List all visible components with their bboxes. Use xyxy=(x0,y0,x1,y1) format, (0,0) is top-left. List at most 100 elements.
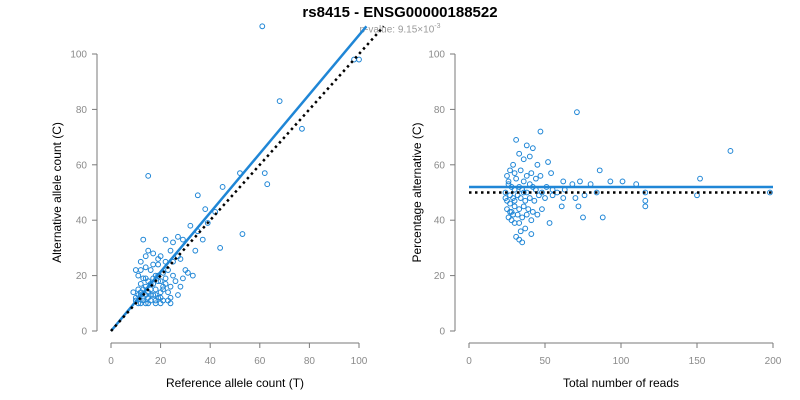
data-point xyxy=(528,170,535,177)
data-point xyxy=(165,289,171,296)
data-point xyxy=(537,128,544,135)
x-tick-label: 80 xyxy=(304,356,316,367)
data-point xyxy=(520,156,527,163)
data-point xyxy=(522,197,529,204)
chart-title: rs8415 - ENSG00000188522 xyxy=(302,4,498,21)
data-point xyxy=(558,203,565,210)
data-point xyxy=(516,236,523,243)
p-value-exponent: -3 xyxy=(434,23,441,30)
data-point xyxy=(505,178,512,185)
data-point xyxy=(517,167,524,174)
data-point xyxy=(147,281,154,287)
data-point xyxy=(137,267,144,273)
data-point xyxy=(534,161,541,168)
x-tick-label: 20 xyxy=(155,356,167,367)
data-point xyxy=(513,175,520,182)
data-point xyxy=(167,300,174,307)
data-point xyxy=(516,150,523,157)
x-tick-label: 50 xyxy=(539,356,551,367)
x-tick-label: 60 xyxy=(254,356,266,367)
allele-count-scatter-plot: 0 20 40 60 80 100 0 20 40 60 80 100 Reference allele… xyxy=(50,23,385,390)
data-point xyxy=(511,170,518,177)
data-point xyxy=(545,159,551,165)
data-point xyxy=(194,192,201,199)
data-point xyxy=(202,206,209,213)
data-point xyxy=(145,247,152,254)
y-tick-label: 20 xyxy=(76,271,88,282)
data-point xyxy=(507,167,513,174)
y-tick-label: 100 xyxy=(70,50,87,61)
x-tick-label: 0 xyxy=(108,356,114,367)
data-point xyxy=(239,231,246,237)
data-point xyxy=(155,261,162,268)
data-point xyxy=(642,203,649,210)
data-point xyxy=(145,300,152,307)
data-point xyxy=(170,272,176,279)
data-point xyxy=(175,292,181,298)
data-point xyxy=(508,217,515,224)
data-point xyxy=(152,297,159,304)
data-point xyxy=(523,142,530,149)
data-point xyxy=(351,56,357,63)
data-point xyxy=(514,211,521,218)
percentage-alternative-scatter-plot: 0 50 100 150 200 0 20 40 60 80 100 Total number of … xyxy=(410,50,782,391)
data-point xyxy=(162,275,169,282)
data-point xyxy=(575,203,582,210)
p-value-text: p-value: 9.15×10 xyxy=(359,24,435,36)
data-point xyxy=(549,192,556,199)
data-point xyxy=(577,178,583,185)
data-point xyxy=(356,56,362,63)
data-point xyxy=(142,275,149,282)
data-point xyxy=(560,178,567,185)
data-point xyxy=(767,189,773,196)
data-point xyxy=(142,253,149,260)
data-point xyxy=(180,275,186,282)
x-tick-label: 150 xyxy=(689,356,706,367)
data-point xyxy=(172,278,179,285)
data-point xyxy=(299,125,305,132)
data-point xyxy=(528,231,535,237)
data-point xyxy=(607,178,614,185)
y-tick-label: 80 xyxy=(434,105,446,116)
data-point xyxy=(517,228,524,235)
data-point xyxy=(522,225,529,232)
x-axis-title: Total number of reads xyxy=(563,376,679,390)
data-point xyxy=(177,256,184,262)
data-point xyxy=(519,214,526,221)
y-tick-label: 60 xyxy=(434,160,446,171)
data-point xyxy=(150,261,157,268)
data-point xyxy=(192,247,199,254)
x-tick-label: 0 xyxy=(466,356,472,367)
data-point xyxy=(510,161,516,168)
data-point xyxy=(546,220,553,226)
data-point xyxy=(526,153,533,160)
data-point xyxy=(137,258,144,265)
data-point xyxy=(516,206,523,213)
data-point xyxy=(526,195,533,201)
data-point xyxy=(525,206,532,213)
data-point xyxy=(180,236,186,243)
data-point xyxy=(727,148,734,154)
data-point xyxy=(157,278,164,285)
data-point xyxy=(529,145,536,152)
data-point xyxy=(507,200,513,207)
data-point xyxy=(511,203,518,210)
data-point xyxy=(619,178,626,185)
data-point xyxy=(519,239,526,246)
data-point xyxy=(135,272,142,279)
data-point xyxy=(513,136,520,143)
x-axis-title: Reference allele count (T) xyxy=(166,376,304,390)
y-tick-label: 40 xyxy=(76,216,88,227)
data-point xyxy=(167,247,174,254)
data-point xyxy=(160,283,166,290)
data-point xyxy=(580,214,586,221)
data-point xyxy=(504,206,510,213)
data-point xyxy=(513,233,520,240)
data-point xyxy=(189,272,196,279)
y-axis-title: Alternative allele count (C) xyxy=(50,122,64,263)
regression-line xyxy=(110,25,368,332)
data-point xyxy=(155,256,162,262)
y-tick-label: 20 xyxy=(434,271,446,282)
data-point xyxy=(523,211,530,218)
data-point xyxy=(167,294,174,301)
